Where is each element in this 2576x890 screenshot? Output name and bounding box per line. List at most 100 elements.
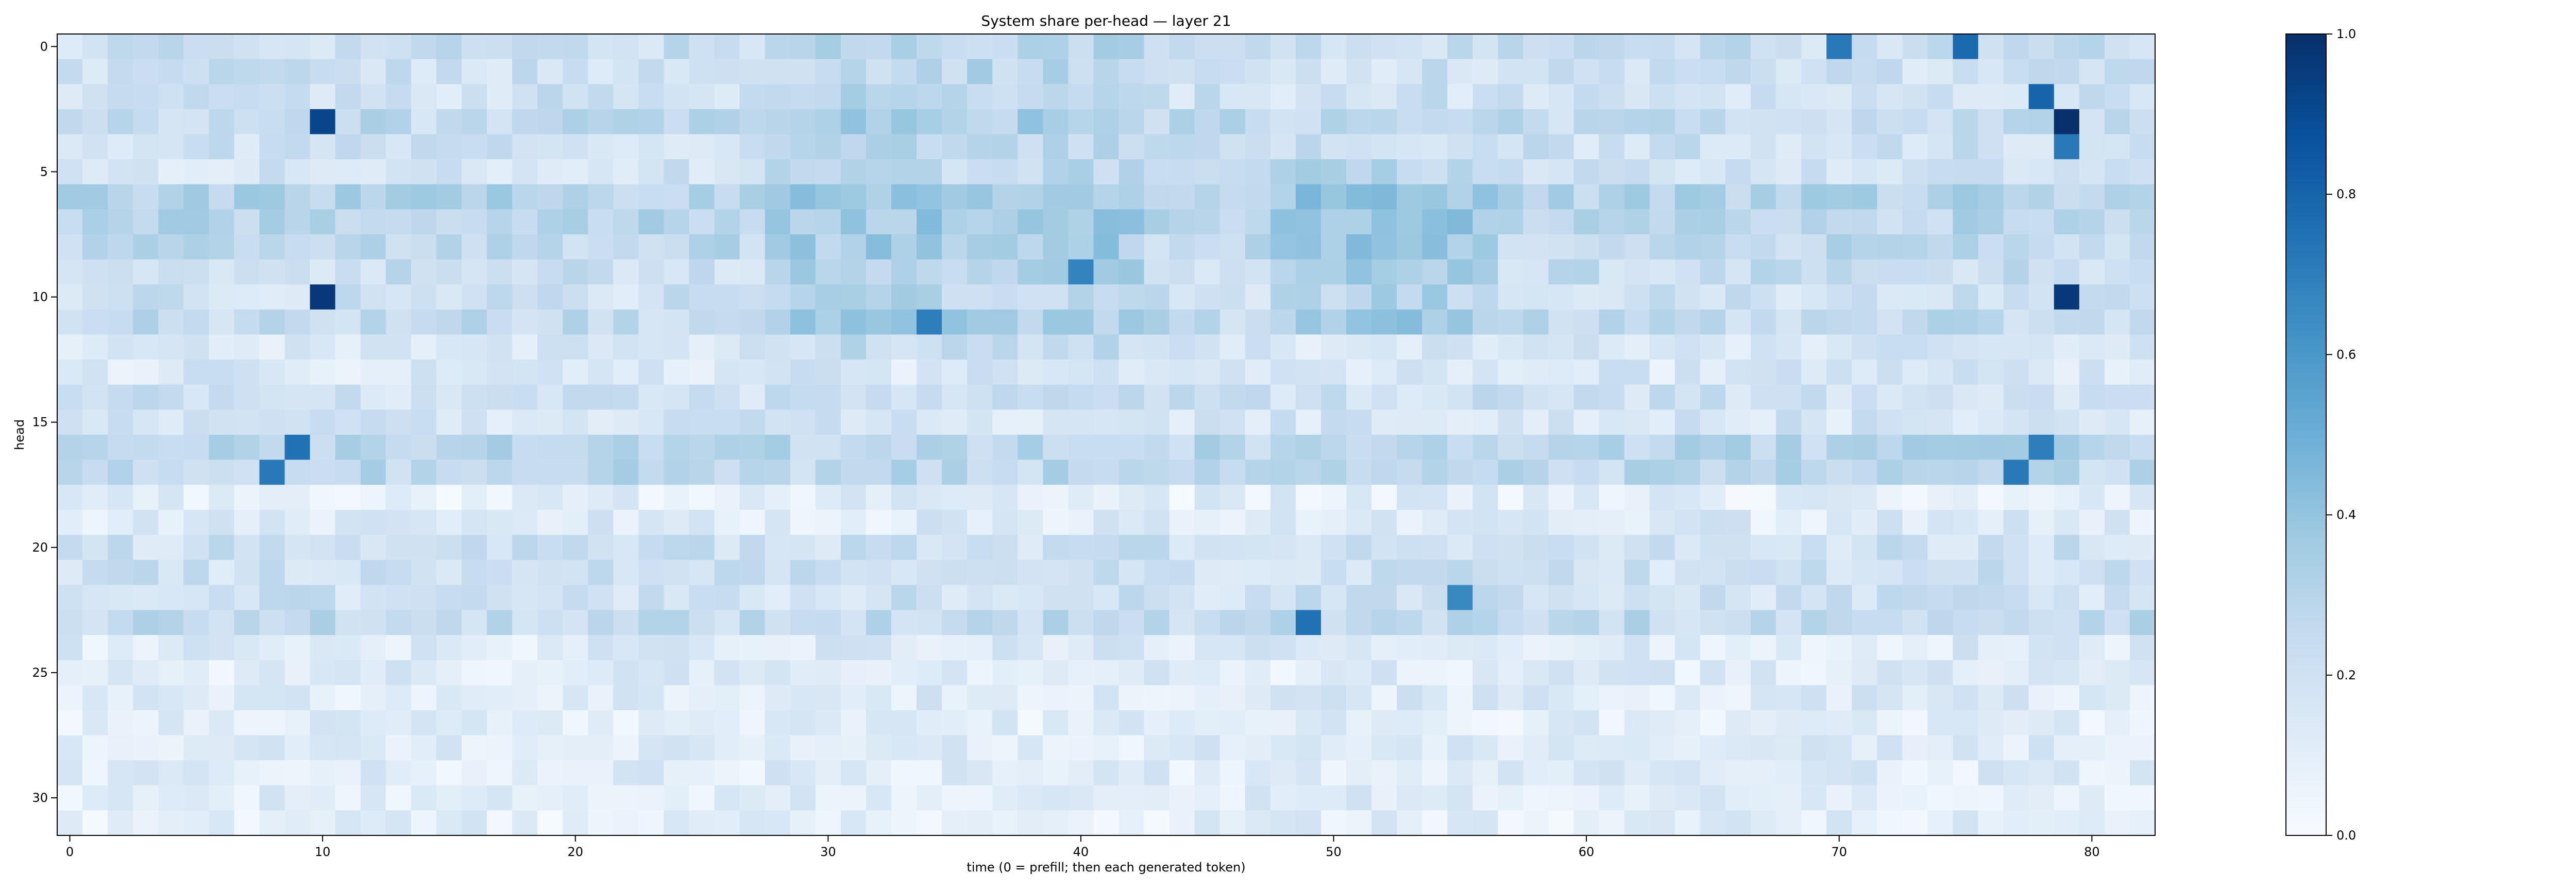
heatmap-cell	[335, 59, 361, 84]
heatmap-cell	[992, 509, 1018, 536]
heatmap-cell	[1624, 109, 1650, 135]
heatmap-cell	[1346, 34, 1372, 60]
heatmap-cell	[1371, 435, 1397, 460]
heatmap-cell	[2028, 334, 2055, 360]
heatmap-cell	[840, 710, 867, 736]
heatmap-cell	[1270, 610, 1296, 636]
heatmap-cell	[2079, 409, 2105, 435]
heatmap-cell	[2054, 159, 2080, 185]
heatmap-cell	[1649, 109, 1675, 135]
heatmap-cell	[2028, 84, 2055, 110]
heatmap-cell	[1498, 760, 1524, 786]
heatmap-cell	[2129, 760, 2156, 786]
heatmap-cell	[1472, 760, 1499, 786]
heatmap-cell	[183, 735, 209, 761]
heatmap-cell	[739, 635, 766, 661]
heatmap-cell	[1118, 735, 1145, 761]
heatmap-cell	[2054, 184, 2080, 210]
heatmap-cell	[815, 735, 841, 761]
heatmap-cell	[588, 585, 614, 610]
heatmap-cell	[2104, 509, 2130, 536]
heatmap-cell	[284, 560, 311, 586]
heatmap-cell	[487, 84, 513, 110]
heatmap-cell	[1649, 785, 1675, 811]
heatmap-cell	[1498, 284, 1524, 310]
heatmap-cell	[1801, 710, 1827, 736]
heatmap-cell	[2079, 459, 2105, 485]
heatmap-cell	[1978, 435, 2004, 460]
heatmap-cell	[1093, 59, 1120, 84]
heatmap-cell	[917, 84, 942, 110]
heatmap-cell	[1852, 509, 1877, 536]
heatmap-cell	[1852, 535, 1877, 560]
heatmap-cell	[1776, 284, 1802, 310]
heatmap-cell	[537, 409, 563, 435]
heatmap-cell	[1018, 710, 1043, 736]
heatmap-cell	[158, 585, 184, 610]
heatmap-cell	[1523, 685, 1549, 711]
heatmap-cell	[1194, 710, 1221, 736]
heatmap-cell	[411, 234, 437, 260]
heatmap-cell	[891, 485, 917, 510]
heatmap-cell	[1144, 409, 1170, 435]
heatmap-cell	[2054, 59, 2080, 84]
heatmap-cell	[209, 535, 235, 560]
heatmap-cell	[385, 409, 412, 435]
heatmap-cell	[1346, 535, 1372, 560]
heatmap-cell	[2129, 284, 2156, 310]
heatmap-cell	[1649, 535, 1675, 560]
heatmap-cell	[259, 134, 285, 160]
heatmap-cell	[183, 459, 209, 485]
heatmap-cell	[209, 435, 235, 460]
heatmap-cell	[1826, 459, 1852, 485]
heatmap-cell	[1826, 610, 1852, 636]
heatmap-cell	[765, 810, 791, 836]
heatmap-cell	[360, 209, 386, 235]
heatmap-cell	[234, 409, 260, 435]
heatmap-cell	[1068, 184, 1094, 210]
heatmap-cell	[1700, 134, 1726, 160]
heatmap-cell	[133, 134, 159, 160]
heatmap-cell	[840, 560, 867, 586]
heatmap-cell	[2129, 59, 2156, 84]
heatmap-cell	[1751, 635, 1776, 661]
heatmap-cell	[512, 710, 538, 736]
heatmap-cell	[2129, 585, 2156, 610]
heatmap-cell	[360, 435, 386, 460]
heatmap-cell	[411, 360, 437, 385]
heatmap-cell	[1447, 159, 1473, 185]
heatmap-cell	[942, 159, 968, 185]
heatmap-cell	[1321, 59, 1347, 84]
heatmap-cell	[259, 84, 285, 110]
heatmap-cell	[335, 360, 361, 385]
heatmap-cell	[1018, 735, 1043, 761]
heatmap-cell	[2003, 184, 2029, 210]
heatmap-cell	[1270, 84, 1296, 110]
y-tick-label: 20	[32, 540, 48, 555]
heatmap-cell	[1801, 485, 1827, 510]
heatmap-cell	[1624, 360, 1650, 385]
heatmap-cell	[411, 485, 437, 510]
heatmap-cell	[234, 459, 260, 485]
heatmap-cell	[765, 109, 791, 135]
heatmap-cell	[1953, 485, 1979, 510]
heatmap-cell	[1953, 459, 1979, 485]
heatmap-cell	[1801, 234, 1827, 260]
heatmap-cell	[689, 360, 715, 385]
heatmap-cell	[1548, 760, 1574, 786]
heatmap-cell	[1093, 735, 1120, 761]
heatmap-cell	[1776, 184, 1802, 210]
heatmap-cell	[335, 309, 361, 335]
heatmap-cell	[967, 760, 993, 786]
heatmap-cell	[917, 259, 942, 285]
heatmap-cell	[840, 334, 867, 360]
heatmap-cell	[57, 735, 83, 761]
heatmap-cell	[588, 209, 614, 235]
heatmap-cell	[158, 159, 184, 185]
heatmap-cell	[664, 660, 690, 686]
heatmap-cell	[209, 284, 235, 310]
heatmap-cell	[1169, 360, 1195, 385]
heatmap-cell	[1599, 34, 1625, 60]
heatmap-cell	[1725, 59, 1751, 84]
heatmap-cell	[2079, 685, 2105, 711]
